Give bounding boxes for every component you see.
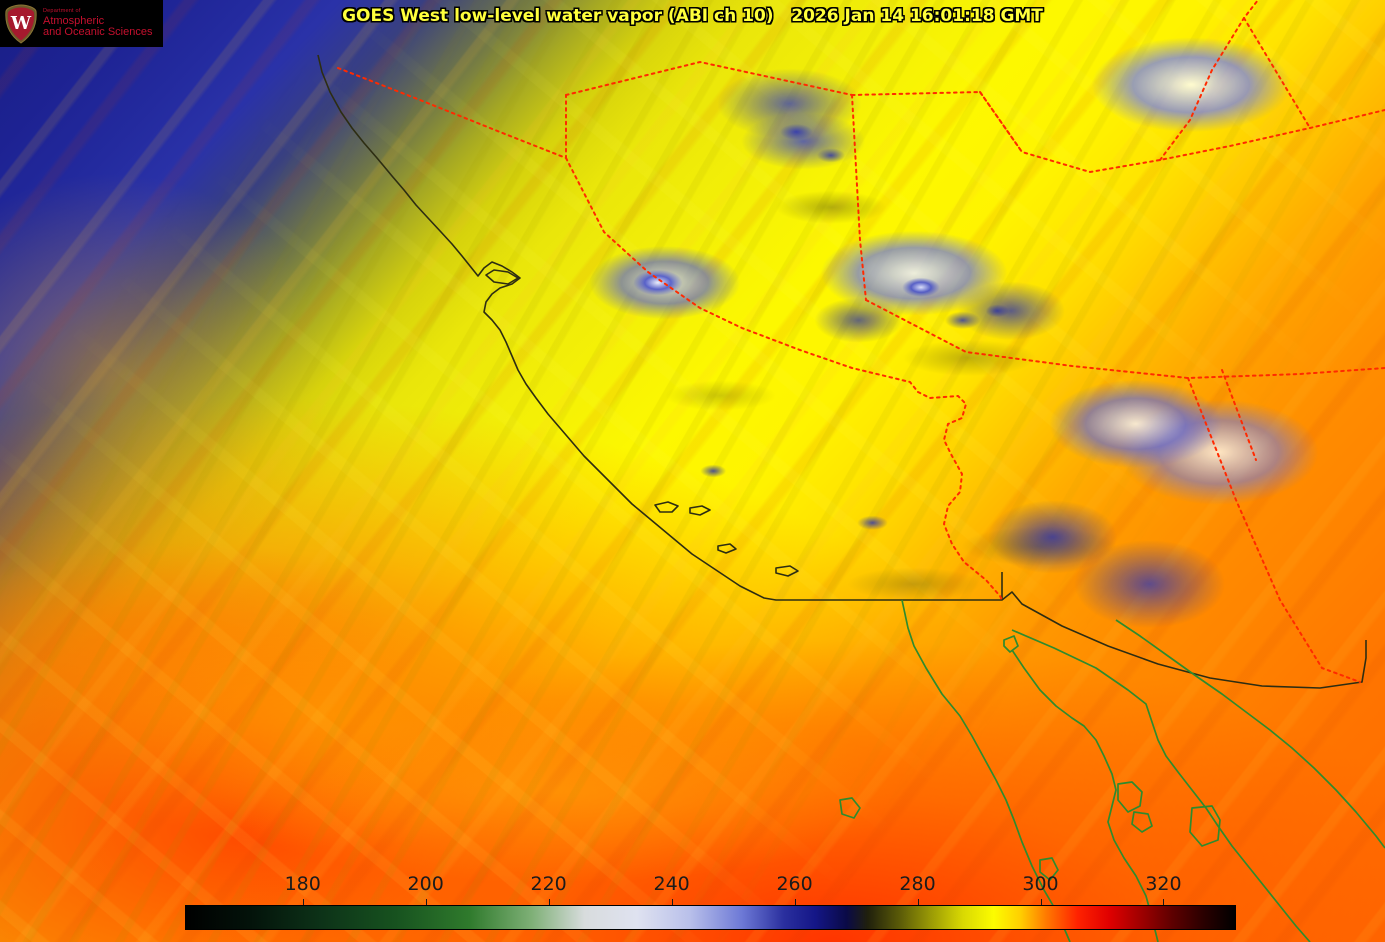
logo-text-block: Department of Atmospheric and Oceanic Sc… [43,9,152,38]
colorbar-tick-label: 320 [1145,873,1182,895]
coastline-baja-california [839,599,1385,942]
border-us-mexico [880,572,1367,689]
colorbar-tick-label: 220 [530,873,567,895]
colorbar-tick [1163,899,1165,905]
colorbar-tick-label: 240 [653,873,690,895]
colorbar-tick [794,899,796,905]
colorbar-tick [1040,899,1042,905]
coastline-us-west [317,54,880,601]
colorbar-tick [302,899,304,905]
logo-line-atmospheric: Atmospheric [43,14,105,27]
uw-aos-logo: W Department of Atmospheric and Oceanic … [0,0,163,47]
colorbar-tick-label: 260 [776,873,813,895]
colorbar-tick-label: 280 [899,873,936,895]
logo-line-oceanic: and Oceanic Sciences [43,25,153,38]
colorbar-gradient [185,905,1236,930]
colorbar-tick [917,899,919,905]
svg-text:W: W [10,13,32,34]
colorbar-tick-label: 200 [407,873,444,895]
colorbar-tick [425,899,427,905]
colorbar-tick-label: 300 [1022,873,1059,895]
colorbar: 180 200 220 240 260 280 300 320 [185,873,1236,930]
logo-department-line: Department of [43,8,81,15]
uw-crest-icon: W [5,3,37,44]
colorbar-tick [671,899,673,905]
border-us-states [337,0,1385,683]
colorbar-tick [548,899,550,905]
colorbar-tick-label: 180 [284,873,321,895]
